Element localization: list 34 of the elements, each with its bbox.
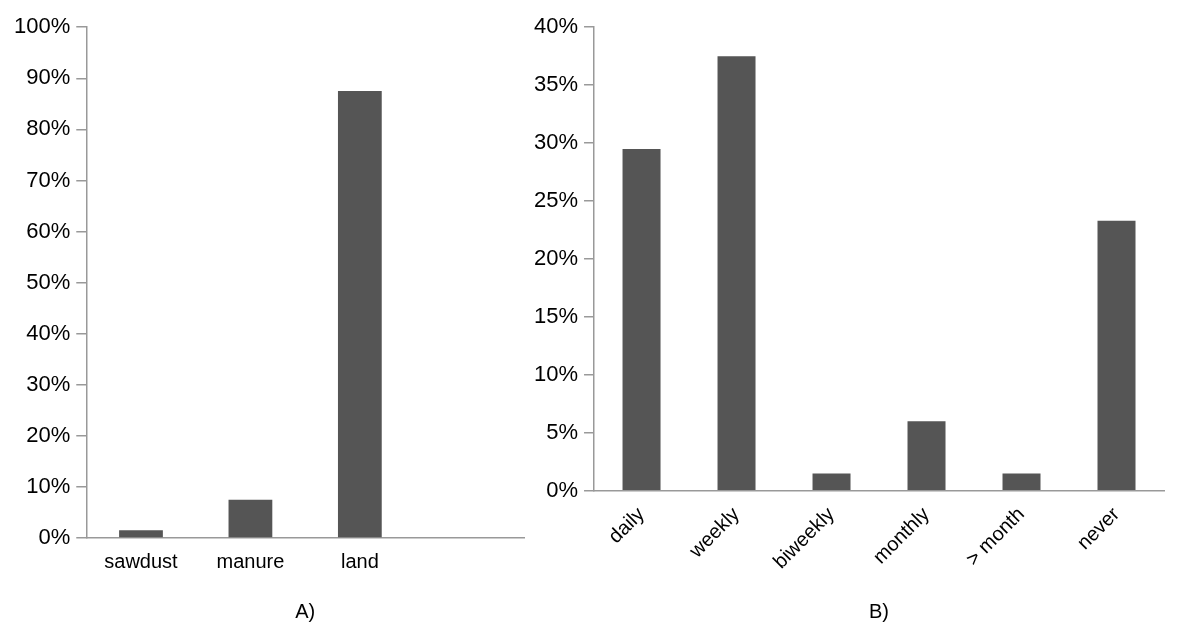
y-tick-label: 5% <box>546 418 579 444</box>
y-tick-label: 15% <box>533 303 579 329</box>
y-tick-label: 50% <box>26 268 71 294</box>
y-tick-label: 70% <box>26 166 71 192</box>
x-tick-label: land <box>340 549 379 572</box>
bar <box>907 421 946 491</box>
x-tick-label: manure <box>216 549 285 572</box>
y-tick-label: 20% <box>26 421 71 447</box>
y-tick-label: 10% <box>533 360 579 386</box>
y-tick-label: 35% <box>533 71 579 97</box>
y-tick-label: 0% <box>38 524 71 550</box>
y-tick-label: 60% <box>26 217 71 243</box>
y-tick-label: 0% <box>546 476 579 502</box>
bar <box>337 91 382 538</box>
y-tick-label: 30% <box>26 370 71 396</box>
bar <box>622 148 661 491</box>
y-tick-label: 40% <box>26 319 71 345</box>
x-tick-label: sawdust <box>104 549 179 572</box>
bar <box>1002 473 1041 491</box>
bar <box>228 499 273 538</box>
y-tick-label: 20% <box>533 245 579 271</box>
x-axis-title: A) <box>295 599 316 622</box>
y-tick-label: 80% <box>26 115 71 141</box>
x-axis-title: B) <box>869 599 890 622</box>
y-tick-label: 40% <box>533 13 579 39</box>
y-tick-label: 10% <box>26 472 71 498</box>
y-tick-label: 100% <box>13 13 71 39</box>
y-tick-label: 30% <box>533 129 579 155</box>
bar <box>812 473 851 491</box>
y-tick-label: 90% <box>26 64 71 90</box>
y-tick-label: 25% <box>533 187 579 213</box>
bar <box>119 530 163 538</box>
bar <box>717 56 756 491</box>
bar <box>1097 220 1136 491</box>
